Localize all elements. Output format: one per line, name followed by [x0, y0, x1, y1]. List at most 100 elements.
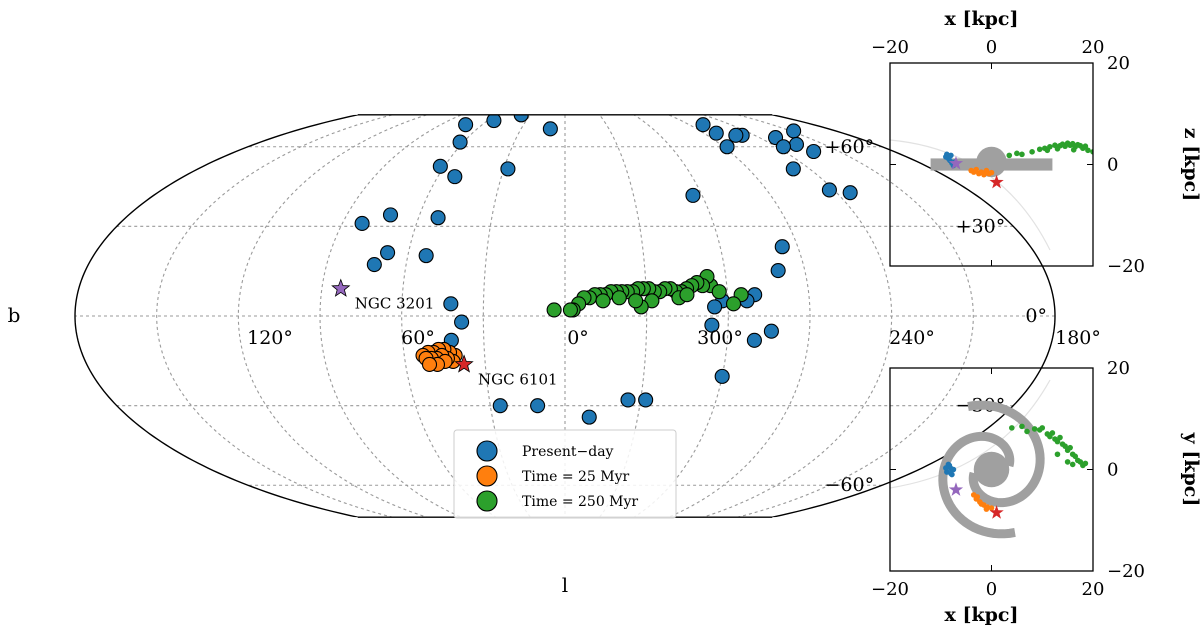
- connector-line: [889, 379, 1051, 489]
- data-point: [611, 290, 627, 306]
- data-point: [354, 215, 370, 231]
- data-point: [443, 296, 459, 312]
- x-tick-label: 20: [1082, 37, 1105, 58]
- data-point: [806, 143, 822, 160]
- map-outline: [74, 114, 1056, 518]
- legend-marker: [476, 465, 498, 487]
- data-point: [1082, 143, 1089, 150]
- data-point: [728, 127, 744, 143]
- y-tick-label: −20: [1107, 561, 1145, 582]
- data-point: [500, 161, 516, 177]
- data-point: [1085, 147, 1091, 154]
- data-point: [719, 139, 735, 155]
- legend-label: Present−day: [522, 444, 614, 460]
- data-point: [493, 98, 507, 112]
- lat-tick-label: +60°: [824, 136, 874, 158]
- data-point: [948, 152, 954, 159]
- star-marker: [948, 482, 964, 496]
- star-marker: [331, 278, 351, 297]
- data-point: [1072, 453, 1079, 460]
- data-point: [1049, 430, 1056, 436]
- data-point: [1036, 146, 1043, 153]
- data-point: [770, 263, 786, 279]
- series-250-myr: [546, 269, 749, 318]
- x-tick-label: 0: [986, 579, 997, 600]
- y-tick-label: 0: [1107, 460, 1118, 481]
- lat-tick-label: 0°: [1025, 305, 1047, 327]
- star-marker: [948, 155, 964, 170]
- data-point: [707, 299, 723, 315]
- data-point: [454, 314, 470, 330]
- data-point: [638, 392, 654, 408]
- data-point: [595, 293, 611, 309]
- y-tick-label: 20: [1107, 358, 1130, 379]
- data-point: [430, 210, 446, 226]
- y-tick-label: 0: [1107, 155, 1118, 176]
- data-point: [1054, 451, 1061, 458]
- spiral-arm: [938, 431, 1016, 539]
- data-point: [458, 117, 474, 133]
- lon-tick-label: 60°: [401, 327, 435, 349]
- data-point: [1019, 151, 1025, 158]
- data-point: [695, 117, 711, 133]
- data-point: [763, 323, 779, 339]
- data-point: [492, 398, 508, 414]
- data-point: [679, 287, 695, 303]
- data-point: [581, 409, 597, 425]
- data-point: [1019, 423, 1025, 430]
- data-point: [421, 356, 438, 372]
- cluster-label: NGC 6101: [478, 370, 558, 388]
- data-point: [978, 501, 985, 507]
- x-tick-label: 20: [1082, 579, 1105, 600]
- x-tick-label: 0: [986, 37, 997, 58]
- x-axis-label: x [kpc]: [945, 8, 1019, 30]
- data-point: [974, 494, 981, 500]
- data-point: [1009, 425, 1015, 431]
- data-point: [1070, 146, 1077, 153]
- y-tick-label: 20: [1107, 53, 1130, 74]
- data-point: [1044, 147, 1051, 154]
- series-25-myr: [415, 341, 463, 372]
- data-point: [1031, 426, 1038, 432]
- inset-plot-area: [938, 400, 1089, 539]
- star-marker: [454, 354, 474, 373]
- data-point: [1024, 428, 1030, 435]
- y-axis-label: z [kpc]: [1180, 128, 1200, 201]
- data-point: [785, 161, 801, 177]
- data-point: [418, 248, 434, 264]
- star-marker: [989, 174, 1004, 189]
- star-marker: [989, 505, 1004, 519]
- data-point: [685, 187, 701, 203]
- data-point: [725, 296, 742, 312]
- data-point: [546, 302, 562, 318]
- legend-marker: [476, 490, 498, 512]
- data-point: [746, 332, 762, 348]
- data-point: [711, 284, 727, 300]
- lon-tick-label: 300°: [697, 327, 743, 349]
- data-point: [1039, 425, 1046, 431]
- lon-tick-label: 0°: [567, 327, 589, 349]
- cluster-label: NGC 3201: [355, 295, 435, 313]
- data-point: [1006, 152, 1013, 159]
- mollweide-sky-map: NGC 3201 NGC 6101 120° 60° 0° 300° 240° 180° +60…: [8, 98, 1101, 597]
- data-point: [821, 182, 837, 198]
- lat-tick-label: −60°: [824, 474, 874, 496]
- y-axis-label: b: [8, 303, 21, 327]
- data-point: [530, 398, 546, 414]
- data-point: [1069, 461, 1076, 468]
- lon-tick-label: 120°: [247, 327, 293, 349]
- meridian-gridline: [735, 114, 974, 518]
- spiral-arm: [967, 400, 1045, 508]
- data-point: [366, 257, 382, 273]
- x-tick-label: −20: [871, 37, 909, 58]
- data-point: [775, 139, 791, 155]
- data-point: [988, 169, 995, 176]
- data-point: [973, 166, 980, 173]
- data-point: [786, 123, 802, 139]
- data-point: [1054, 145, 1061, 152]
- data-point: [948, 470, 954, 477]
- meridian-gridline: [156, 114, 395, 518]
- lat-tick-label: +30°: [956, 215, 1006, 237]
